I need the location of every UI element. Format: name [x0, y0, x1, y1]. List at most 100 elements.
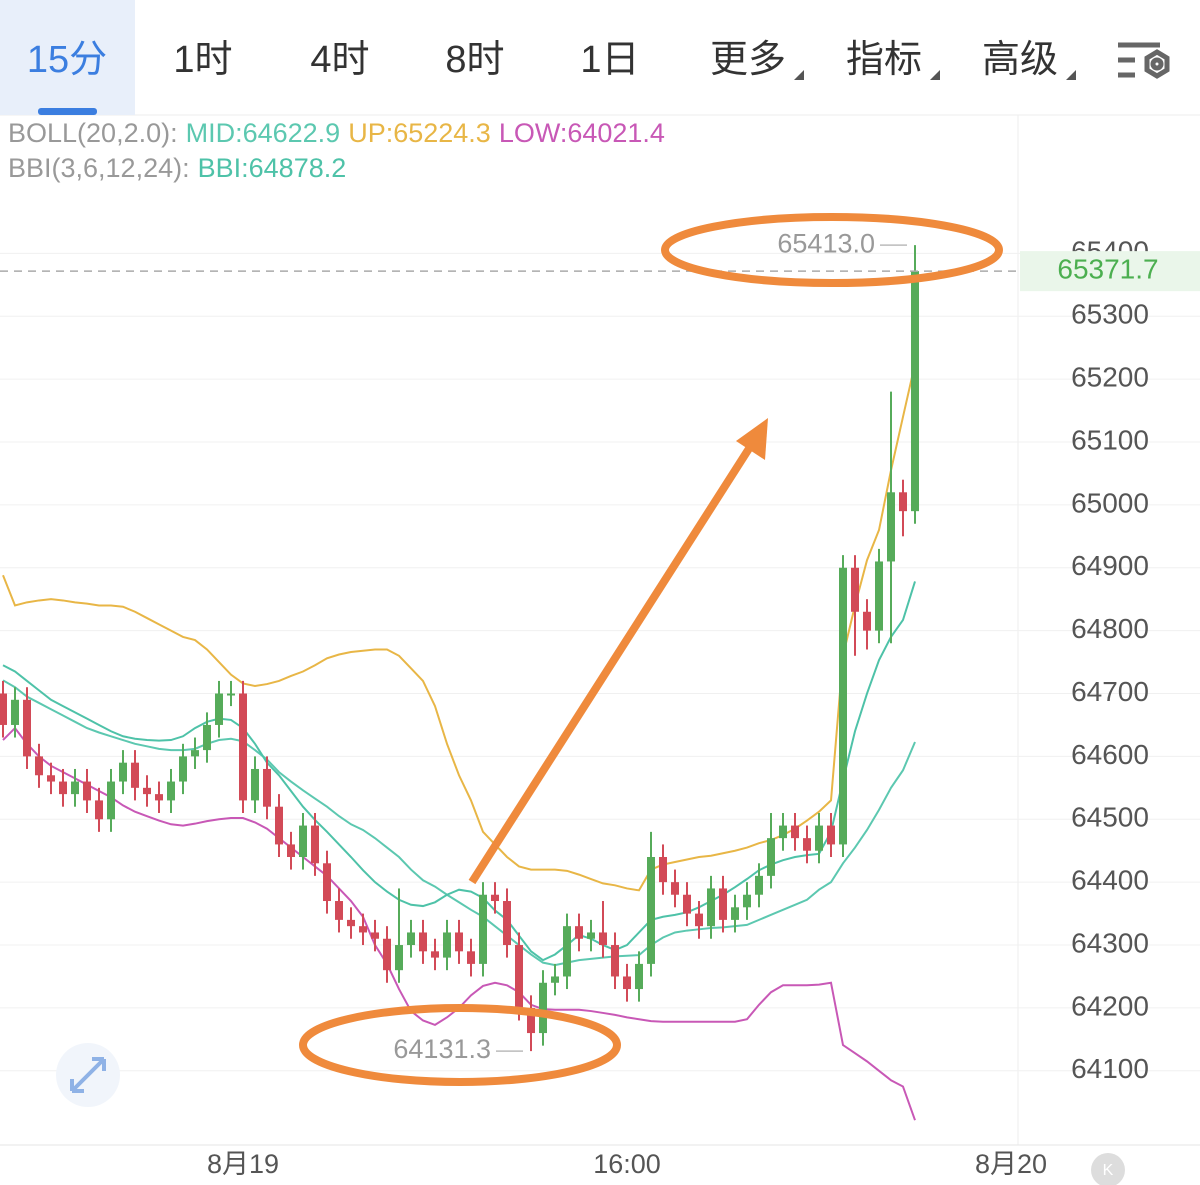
candle-body [851, 567, 859, 612]
candle-body [143, 787, 151, 795]
candle-body [335, 901, 343, 920]
candle-body [443, 932, 451, 958]
legend-value: 64021.4 [567, 118, 665, 148]
candle-body [815, 825, 823, 851]
trend-arrow [468, 444, 754, 885]
candle-body [59, 781, 67, 795]
indicator-line [2, 581, 916, 962]
y-tick-label: 65200 [1071, 361, 1149, 392]
indicator-line [2, 363, 916, 892]
y-tick-label: 64600 [1071, 739, 1149, 770]
logo-bg [1091, 1153, 1125, 1185]
candle-body [767, 838, 775, 876]
candle-body [695, 913, 703, 927]
candle-body [791, 825, 799, 839]
candle-body [719, 888, 727, 920]
candle-body [119, 762, 127, 782]
candle-body [311, 825, 319, 864]
last-price-label: 65371.7 [1057, 254, 1158, 285]
dropdown-caret [930, 70, 940, 80]
y-tick-label: 64900 [1071, 550, 1149, 581]
settings-icon[interactable] [1118, 42, 1170, 79]
tab[interactable]: 1日 [580, 39, 639, 81]
candle-body [743, 894, 751, 908]
candle-body [875, 561, 883, 631]
x-tick-label: 8月20 [975, 1149, 1047, 1179]
candle-body [215, 693, 223, 725]
tab[interactable]: 8时 [445, 39, 504, 81]
candle-body [863, 611, 871, 631]
toolbar: 15分 1时 4时 8时 1日 更多 指标 高级 [0, 0, 1200, 116]
y-tick-label: 64800 [1071, 613, 1149, 644]
candle-body [275, 806, 283, 845]
candle-body [479, 894, 487, 964]
candle-body [515, 945, 523, 1008]
candle-body [467, 951, 475, 964]
tab[interactable]: 高级 [982, 39, 1058, 81]
indicator-legend: BBI(3,6,12,24): BBI:64878.2 [8, 153, 346, 183]
candle-body [239, 693, 247, 801]
active-tab-indicator [38, 108, 97, 115]
icon-hex [1144, 49, 1170, 79]
candle-body [407, 932, 415, 946]
y-tick-label: 64100 [1071, 1053, 1149, 1084]
candle-body [47, 775, 55, 782]
indicator-legend: BOLL(20,2.0): MID:64622.9 UP:65224.3 LOW:64… [8, 118, 665, 148]
highlight-ellipse [661, 213, 1003, 287]
candle-body [563, 926, 571, 977]
y-tick-label: 64700 [1071, 676, 1149, 707]
candle-body [227, 693, 235, 696]
candle-body [251, 768, 259, 801]
candle-body [551, 976, 559, 983]
candle-body [539, 982, 547, 1034]
tab[interactable]: 4时 [310, 39, 369, 81]
candle-body [755, 875, 763, 895]
candle-body [11, 699, 19, 725]
plot-area: 64100 64200 64300 64400 64500 64600 64700 64800… [0, 115, 1200, 1179]
candle-body [155, 794, 163, 801]
candle-body [671, 882, 679, 895]
tab[interactable]: 指标 [846, 39, 922, 81]
candle-body [431, 951, 439, 958]
candle-body [0, 693, 7, 725]
tab[interactable]: 更多 [710, 39, 786, 81]
candle-body [131, 762, 139, 788]
active-tab-bg [0, 0, 135, 115]
candle-body [587, 932, 595, 939]
last-price-tag [1020, 251, 1200, 292]
candle-body [287, 844, 295, 858]
dropdown-caret [794, 70, 804, 80]
y-tick-label: 65000 [1071, 487, 1149, 518]
expand-icon[interactable] [56, 1043, 120, 1107]
candle-body [827, 825, 835, 845]
candle-body [263, 768, 271, 807]
legend-name: MID: [186, 118, 243, 148]
candle-body [887, 492, 895, 562]
icon-arrows [70, 1057, 106, 1093]
y-tick-label: 64300 [1071, 927, 1149, 958]
candle-body [395, 945, 403, 971]
candle-body [299, 825, 307, 858]
arrow-head [736, 418, 768, 460]
x-tick-label: 8月19 [207, 1149, 279, 1179]
candle-body [83, 781, 91, 801]
candle-body [203, 724, 211, 751]
user-markup [299, 213, 1003, 1086]
candle-body [35, 756, 43, 776]
candle-body [383, 938, 391, 971]
y-tick-label: 64400 [1071, 865, 1149, 896]
candle-body [455, 932, 463, 952]
legend-name: UP: [348, 118, 393, 148]
y-tick-label: 64500 [1071, 802, 1149, 833]
candle-body [803, 838, 811, 851]
candle-body [503, 901, 511, 946]
tab[interactable]: 15分 [27, 39, 107, 81]
candle-body [839, 567, 847, 845]
candle-body [731, 907, 739, 920]
candle-body [635, 963, 643, 990]
legend-name: BBI: [198, 153, 249, 183]
tab[interactable]: 1时 [173, 39, 232, 81]
candle-body [347, 919, 355, 927]
y-tick-label: 65300 [1071, 299, 1149, 330]
